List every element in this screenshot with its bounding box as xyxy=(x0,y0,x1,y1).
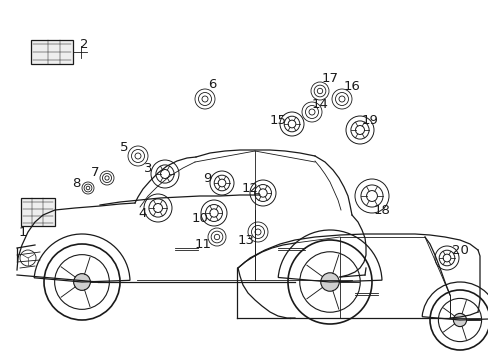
Circle shape xyxy=(452,314,466,327)
Text: 4: 4 xyxy=(139,207,147,220)
Bar xyxy=(31,40,73,64)
Text: 12: 12 xyxy=(241,181,258,194)
Text: 1: 1 xyxy=(19,225,27,239)
Text: 14: 14 xyxy=(311,98,328,111)
Text: 16: 16 xyxy=(343,80,360,93)
Text: 11: 11 xyxy=(194,238,211,251)
Text: 17: 17 xyxy=(321,72,338,85)
Text: 6: 6 xyxy=(207,77,216,90)
Text: 3: 3 xyxy=(143,162,152,175)
Text: 8: 8 xyxy=(72,176,80,189)
Text: 18: 18 xyxy=(373,203,389,216)
Text: 2: 2 xyxy=(80,37,88,50)
Text: 7: 7 xyxy=(91,166,99,179)
Circle shape xyxy=(320,273,339,291)
Text: 13: 13 xyxy=(237,234,254,247)
Text: 5: 5 xyxy=(120,140,128,153)
Text: 10: 10 xyxy=(191,212,208,225)
Text: 20: 20 xyxy=(450,243,468,257)
Text: 15: 15 xyxy=(269,113,286,126)
Text: 19: 19 xyxy=(361,113,378,126)
Circle shape xyxy=(74,274,90,291)
Text: 9: 9 xyxy=(203,171,211,185)
Bar xyxy=(21,198,55,226)
